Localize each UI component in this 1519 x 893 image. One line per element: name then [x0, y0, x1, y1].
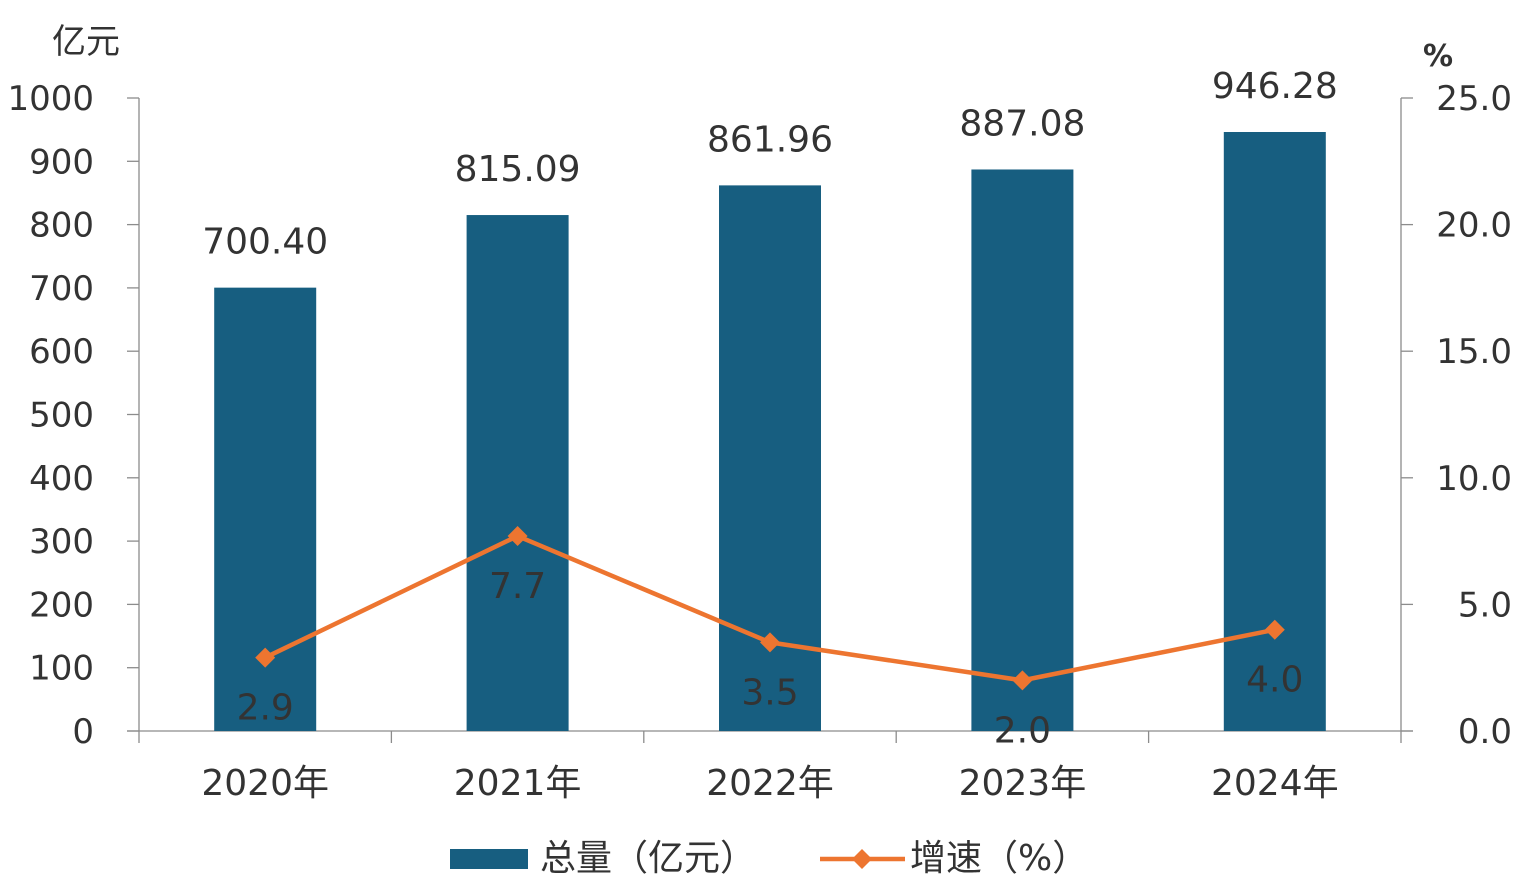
left-axis-tick-label: 900	[29, 142, 94, 182]
left-axis-tick-label: 500	[29, 396, 94, 436]
growth-value-label: 2.0	[994, 710, 1051, 751]
line-series	[255, 526, 1285, 691]
growth-value-label: 7.7	[489, 566, 546, 607]
x-axis-tick-label: 2022年	[706, 763, 834, 804]
left-axis-tick-label: 0	[72, 712, 94, 752]
x-axis-tick-label: 2020年	[201, 763, 329, 804]
legend: 总量（亿元） 增速（%）	[450, 838, 1088, 879]
right-axis-tick-label: 15.0	[1436, 332, 1512, 372]
left-axis-tick-label: 600	[29, 332, 94, 372]
left-axis-tick-label: 700	[29, 269, 94, 309]
right-axis-tick-label: 25.0	[1436, 79, 1512, 119]
right-axis-tick-label: 20.0	[1436, 206, 1512, 246]
bar-value-label: 887.08	[959, 103, 1085, 144]
left-axis-tick-label: 1000	[7, 79, 94, 119]
bar-value-label: 946.28	[1212, 66, 1338, 107]
bar-value-label: 815.09	[455, 149, 581, 190]
growth-value-label: 4.0	[1246, 660, 1303, 701]
right-axis-tick-label: 0.0	[1458, 712, 1512, 752]
bar	[466, 215, 569, 731]
bar-value-label: 861.96	[707, 119, 833, 160]
legend-line-label: 增速（%）	[910, 838, 1088, 879]
bar-value-label: 700.40	[202, 222, 328, 263]
legend-line-marker	[852, 849, 872, 869]
left-axis-tick-label: 200	[29, 585, 94, 625]
growth-marker	[1012, 670, 1033, 691]
growth-value-label: 2.9	[237, 688, 294, 729]
right-axis-tick-label: 10.0	[1436, 459, 1512, 499]
left-axis-tick-label: 400	[29, 459, 94, 499]
data-labels: 700.40 815.09 861.96 887.08 946.28 2.9 7.7 3.5 2…	[202, 66, 1338, 751]
x-axis-tick-label: 2021年	[454, 763, 582, 804]
legend-bar-swatch	[450, 849, 528, 869]
growth-marker	[760, 632, 780, 653]
x-axis-tick-label: 2023年	[959, 763, 1087, 804]
bar	[971, 169, 1074, 731]
x-axis-tick-label: 2024年	[1211, 763, 1339, 804]
left-axis-title: 亿元	[52, 22, 120, 62]
bar	[1223, 132, 1326, 731]
left-axis-tick-label: 100	[29, 649, 94, 689]
growth-marker	[255, 647, 276, 668]
left-axis-tick-label: 300	[29, 522, 94, 562]
legend-bar-label: 总量（亿元）	[540, 838, 756, 879]
left-axis-tick-label: 800	[29, 206, 94, 246]
growth-value-label: 3.5	[741, 672, 798, 713]
axes: 0 100 200 300 400 500 600 700 800 900 1000 亿元 0.0 5.0…	[7, 22, 1512, 804]
right-axis-title: %	[1423, 39, 1453, 74]
growth-marker	[1264, 619, 1285, 640]
growth-marker	[507, 526, 528, 547]
right-axis-tick-label: 5.0	[1458, 585, 1512, 625]
